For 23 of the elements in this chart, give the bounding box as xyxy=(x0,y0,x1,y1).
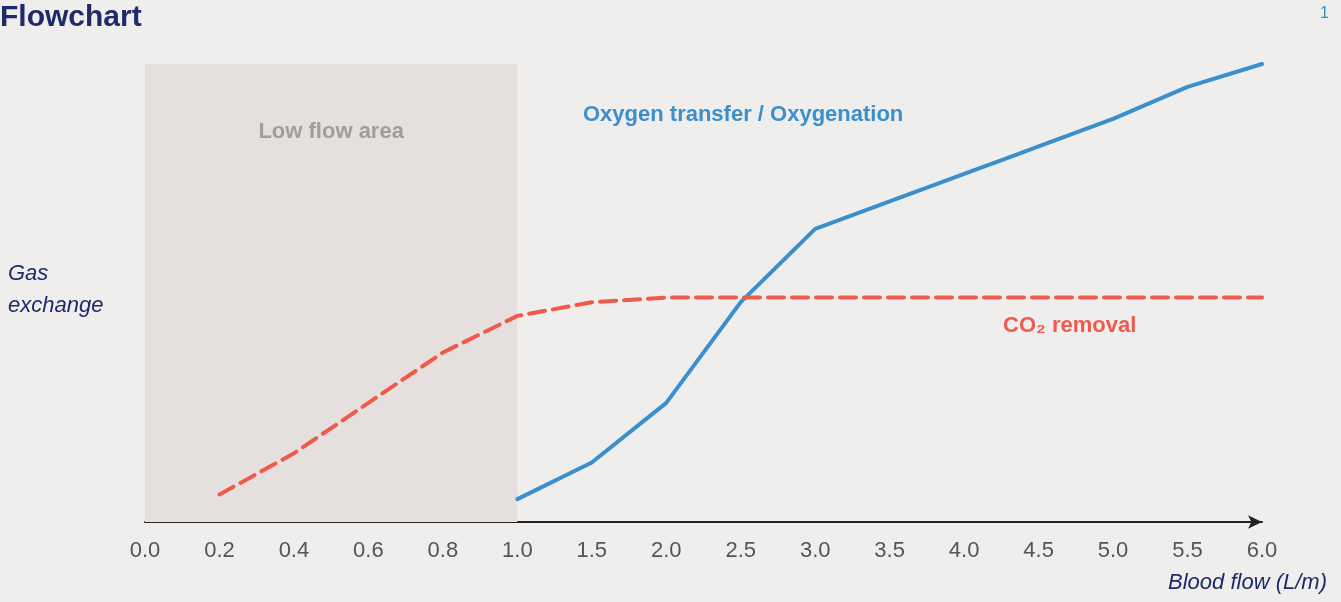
x-tick-label: 0.4 xyxy=(278,536,310,562)
x-tick-label: 4.0 xyxy=(948,536,980,562)
x-tick-label: 4.5 xyxy=(1023,536,1054,562)
x-tick-label: 0.8 xyxy=(427,536,459,562)
x-tick-label: 6.0 xyxy=(1246,536,1278,562)
x-tick-label: 2.0 xyxy=(650,536,682,562)
text: Oxygen transfer / Oxygenation xyxy=(583,100,904,126)
x-tick-label: 3.5 xyxy=(874,536,905,562)
x-tick-label: 1.5 xyxy=(576,536,608,562)
y-axis-title: Gas exchange xyxy=(8,259,104,317)
band-label: Low flow area xyxy=(258,117,405,143)
x-tick-label: 2.5 xyxy=(725,536,757,562)
x-tick-label: 0.6 xyxy=(353,536,384,562)
text: 1 xyxy=(1320,3,1330,21)
x-axis-title: Blood flow (L/m) xyxy=(1168,568,1328,594)
series-label: CO₂ removal xyxy=(1003,311,1137,337)
x-tick-label: 5.0 xyxy=(1097,536,1129,562)
chart-title: Flowchart xyxy=(0,0,142,32)
x-tick-label: 3.0 xyxy=(799,536,831,562)
x-tick-label: 5.5 xyxy=(1172,536,1203,562)
x-tick-label: 0.0 xyxy=(129,536,161,562)
x-tick-label: 0.2 xyxy=(204,536,235,562)
x-tick-label: 1.0 xyxy=(502,536,533,562)
